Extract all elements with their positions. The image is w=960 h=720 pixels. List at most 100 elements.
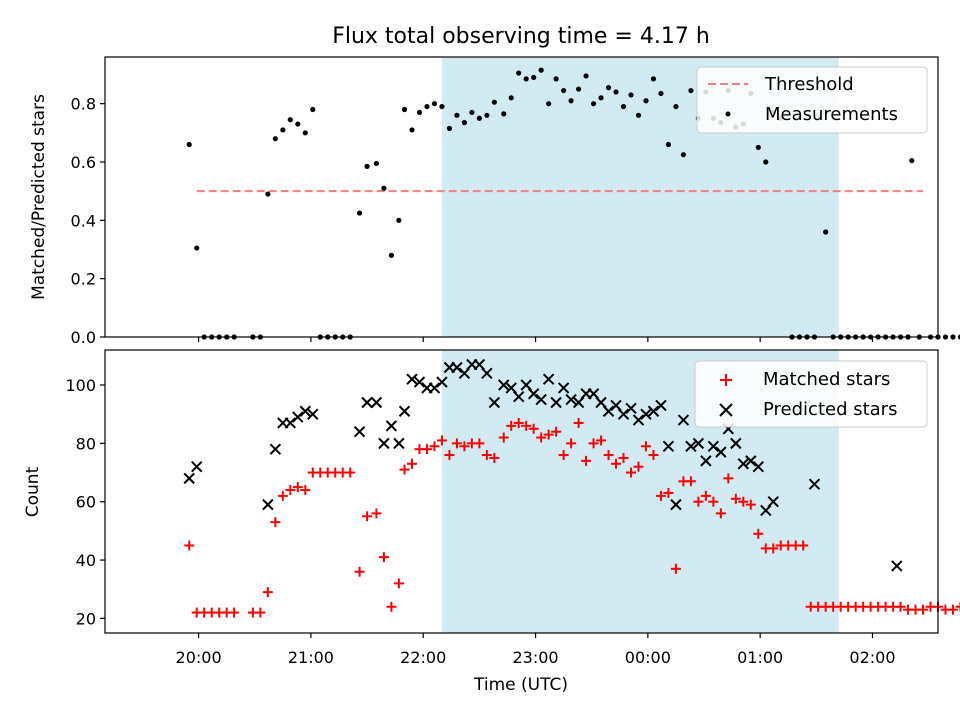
matched-star-point: [947, 604, 958, 615]
matched-star-point: [285, 485, 296, 496]
matched-star-point: [738, 496, 749, 507]
measurement-point: [302, 130, 308, 136]
matched-star-point: [498, 432, 509, 443]
matched-star-point: [723, 473, 734, 484]
measurement-point: [364, 163, 370, 169]
predicted-star-point: [808, 478, 821, 490]
measurement-point: [461, 120, 468, 126]
matched-star-point: [451, 438, 462, 449]
matched-star-point: [640, 441, 651, 452]
count-x-axis: 20:0021:0022:0023:0000:0001:0002:0003:00…: [176, 633, 896, 667]
predicted-star-point: [535, 393, 547, 406]
matched-star-point: [663, 487, 674, 498]
predicted-star-point: [632, 414, 645, 426]
predicted-star-point: [640, 408, 652, 420]
measurement-point: [516, 70, 522, 76]
matched-star-point: [362, 511, 373, 522]
matched-star-point: [277, 490, 288, 501]
matched-star-point: [633, 461, 644, 472]
measurement-point: [356, 210, 363, 216]
matched-star-point: [459, 441, 470, 452]
matched-star-point: [543, 429, 554, 440]
matched-star-point: [429, 441, 440, 452]
matched-star-point: [421, 444, 432, 455]
measurement-point: [665, 141, 672, 148]
matched-star-point: [528, 423, 539, 434]
predicted-star-point: [625, 402, 637, 415]
ratio-y-axis: 0.0 0.2 0.4 0.6 0.8: [71, 95, 105, 347]
measurement-point: [272, 136, 278, 142]
count-x-tick-label: 00:00: [625, 648, 671, 667]
measurement-point: [583, 73, 589, 79]
measurement-point: [265, 191, 271, 197]
measurement-point: [396, 217, 402, 223]
count-x-tick-label: 22:00: [400, 648, 446, 667]
matched-star-point: [386, 601, 397, 612]
predicted-star-point: [677, 414, 690, 426]
predicted-star-point: [370, 396, 383, 409]
measurement-point: [401, 106, 408, 113]
measurement-point: [508, 95, 514, 101]
ratio-y-axis-label: Matched/Predicted stars: [29, 94, 49, 300]
ratio-legend-box: [696, 66, 928, 134]
legend-measurement-swatch: [725, 111, 731, 117]
predicted-star-point: [891, 560, 903, 572]
measurement-point: [446, 125, 453, 132]
matched-star-point: [489, 452, 500, 463]
predicted-star-point: [647, 405, 660, 417]
matched-star-point: [558, 450, 569, 461]
matched-star-point: [292, 482, 303, 493]
matched-star-point: [345, 467, 356, 478]
measurement-point: [409, 127, 415, 133]
predicted-star-point: [488, 396, 501, 409]
measurement-point: [186, 141, 192, 148]
measurement-point: [381, 185, 387, 191]
predicted-star-point: [730, 437, 742, 450]
legend-matched-label: Matched stars: [763, 369, 890, 390]
predicted-star-point: [752, 460, 765, 473]
ratio-y-tick-label: 0.2: [71, 270, 96, 289]
measurement-point: [531, 74, 537, 81]
measurement-point: [424, 103, 430, 110]
predicted-star-point: [498, 379, 510, 391]
count-y-tick-label: 60: [76, 493, 96, 512]
matched-star-point: [513, 417, 524, 428]
measurement-point: [568, 98, 574, 104]
matched-star-point: [184, 540, 195, 551]
measurement-point: [523, 76, 529, 82]
matched-star-point: [895, 601, 906, 612]
matched-star-point: [768, 543, 779, 554]
matched-star-point: [436, 435, 447, 446]
measurement-point: [561, 87, 567, 94]
ratio-panel: 0.00.20.40.60.8 Matched/Predicted stars …: [29, 56, 960, 347]
measurement-point: [287, 117, 293, 123]
ratio-legend: Threshold Measurements: [696, 66, 928, 134]
predicted-star-point: [707, 440, 720, 452]
measurement-point: [680, 152, 687, 158]
count-x-tick-label: 23:00: [512, 648, 558, 667]
legend-predicted-label: Predicted stars: [763, 399, 897, 420]
predicted-star-point: [378, 437, 390, 450]
measurement-point: [194, 245, 200, 251]
matched-star-point: [444, 450, 455, 461]
measurement-point: [553, 76, 559, 82]
predicted-star-point: [692, 437, 705, 450]
ratio-y-tick-label: 0.8: [71, 95, 96, 114]
chart-title: Flux total observing time = 4.17 h: [332, 24, 710, 49]
measurement-point: [763, 159, 769, 165]
matched-star-point: [474, 438, 485, 449]
matched-star-point: [551, 426, 562, 437]
ratio-y-tick-label: 0.0: [71, 328, 96, 347]
ratio-x-tick-marks: [197, 337, 874, 342]
predicted-star-point: [451, 361, 463, 374]
ratio-y-tick-label: 0.4: [71, 211, 96, 230]
measurement-point: [484, 112, 490, 118]
measurement-point: [688, 87, 694, 94]
matched-star-point: [715, 508, 726, 519]
measurement-point: [755, 144, 761, 151]
predicted-star-point: [183, 472, 195, 485]
measurement-point: [628, 92, 634, 98]
count-y-axis-label: Count: [23, 466, 43, 517]
predicted-star-point: [745, 455, 757, 467]
predicted-star-point: [715, 446, 727, 458]
